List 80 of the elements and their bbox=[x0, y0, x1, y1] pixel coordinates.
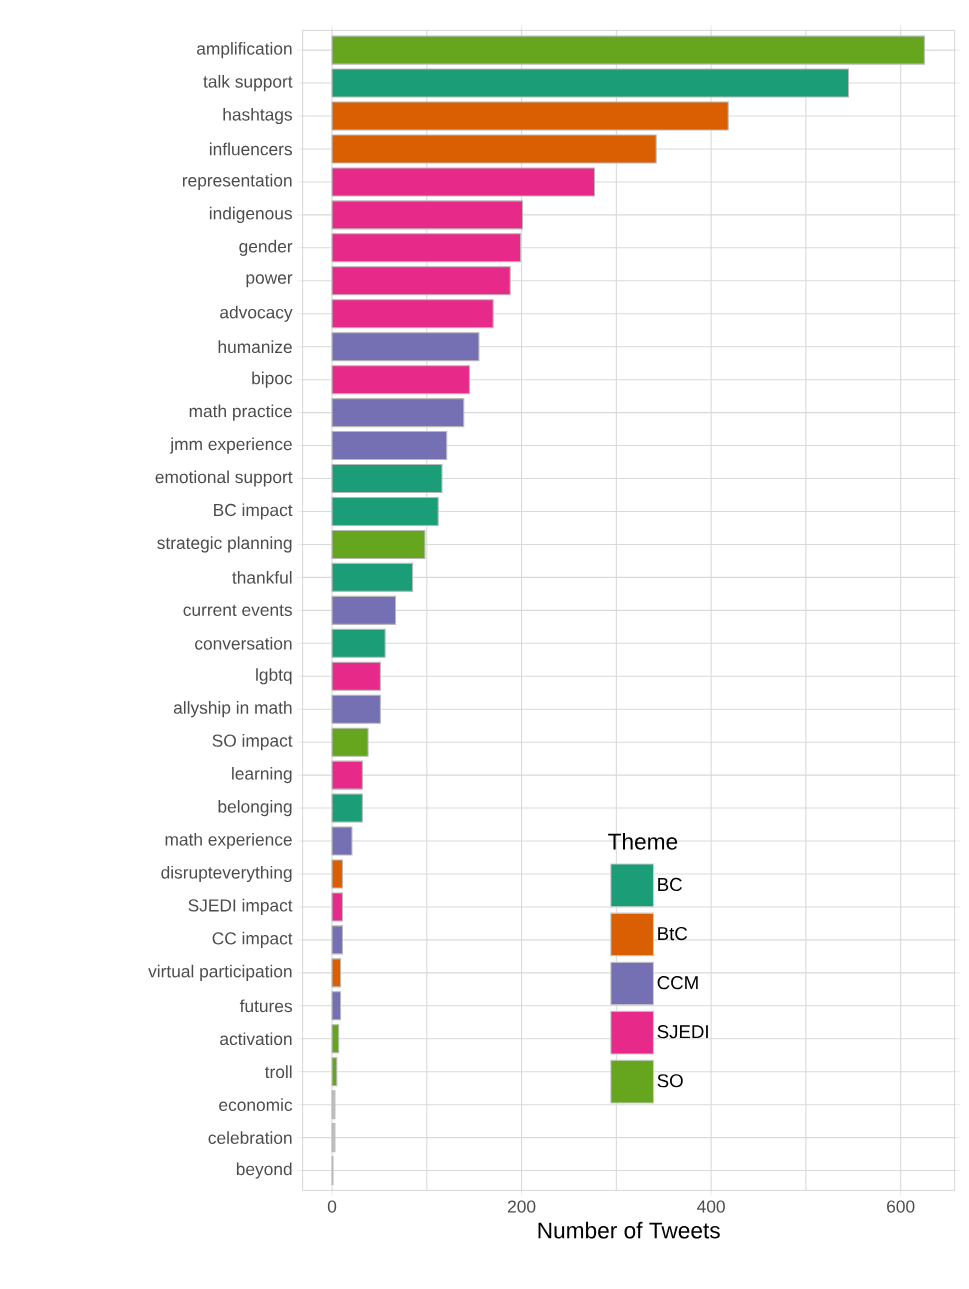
bar bbox=[331, 332, 480, 362]
bar bbox=[331, 233, 522, 263]
bar bbox=[331, 1024, 340, 1054]
y-tick-label: activation bbox=[220, 1032, 292, 1046]
legend-label: CCM bbox=[657, 976, 698, 990]
y-tick-label: BC impact bbox=[214, 503, 293, 520]
y-tick-label: disrupteverything bbox=[161, 865, 292, 883]
legend-label: SO bbox=[657, 1074, 683, 1088]
bar bbox=[331, 463, 443, 494]
y-tick-label: SJEDI impact bbox=[188, 898, 293, 916]
y-tick-label: hashtags bbox=[223, 107, 292, 125]
x-tick-label: 200 bbox=[508, 1200, 536, 1213]
bar bbox=[331, 628, 386, 658]
bar bbox=[331, 529, 426, 559]
x-tick-label: 600 bbox=[887, 1200, 915, 1213]
bar bbox=[331, 892, 344, 922]
y-tick-label: allyship in math bbox=[173, 701, 292, 718]
legend-label: BtC bbox=[658, 926, 688, 941]
y-tick-label: advocacy bbox=[220, 305, 293, 322]
bar bbox=[331, 431, 448, 461]
y-tick-label: representation bbox=[182, 173, 292, 191]
y-tick-label: belonging bbox=[218, 799, 292, 817]
y-tick-label: lgbtq bbox=[256, 668, 292, 685]
y-tick-label: strategic planning bbox=[157, 536, 292, 553]
bar bbox=[331, 991, 342, 1021]
y-tick-label: math practice bbox=[189, 404, 292, 421]
bar bbox=[331, 760, 363, 790]
bar bbox=[331, 826, 353, 856]
bar bbox=[331, 496, 439, 527]
bar bbox=[331, 68, 850, 98]
bar bbox=[331, 1090, 336, 1120]
legend-label: BC bbox=[658, 877, 682, 892]
bar bbox=[331, 101, 729, 131]
y-tick-label: math experience bbox=[165, 832, 292, 850]
bar bbox=[331, 365, 470, 395]
y-tick-label: troll bbox=[264, 1065, 292, 1079]
y-tick-label: virtual participation bbox=[148, 964, 292, 981]
y-tick-label: learning bbox=[232, 767, 292, 784]
x-tick-label: 0 bbox=[327, 1200, 337, 1213]
y-tick-label: power bbox=[246, 274, 293, 288]
bar bbox=[331, 793, 363, 823]
bar bbox=[331, 958, 342, 988]
bar bbox=[331, 661, 381, 691]
legend-title: Theme bbox=[608, 833, 678, 850]
bar bbox=[331, 167, 596, 197]
bar bbox=[331, 1123, 336, 1153]
x-tick-label: 400 bbox=[697, 1200, 725, 1213]
y-tick-label: gender bbox=[239, 239, 293, 256]
bar bbox=[331, 266, 511, 296]
y-tick-label: amplification bbox=[197, 42, 292, 59]
bar bbox=[331, 694, 381, 724]
y-tick-label: economic bbox=[219, 1098, 293, 1112]
y-tick-label: futures bbox=[239, 999, 292, 1013]
y-tick-label: SO impact bbox=[212, 734, 293, 751]
legend-label: SJEDI bbox=[657, 1025, 708, 1039]
y-tick-label: emotional support bbox=[155, 470, 293, 487]
y-tick-label: humanize bbox=[218, 340, 292, 354]
bar bbox=[331, 595, 397, 625]
bar bbox=[331, 1057, 338, 1087]
bar bbox=[331, 925, 344, 955]
y-tick-label: bipoc bbox=[252, 371, 293, 388]
y-tick-label: celebration bbox=[208, 1131, 292, 1144]
y-tick-label: CC impact bbox=[212, 931, 293, 948]
bar bbox=[331, 35, 925, 65]
bar bbox=[331, 398, 465, 428]
y-tick-label: thankful bbox=[232, 571, 292, 584]
bar bbox=[331, 859, 344, 889]
y-tick-label: current events bbox=[183, 604, 292, 617]
x-axis-title: Number of Tweets bbox=[538, 1221, 720, 1239]
bar bbox=[331, 562, 414, 592]
y-tick-label: talk support bbox=[203, 74, 293, 92]
bar bbox=[331, 299, 494, 329]
y-tick-label: conversation bbox=[195, 636, 292, 650]
y-tick-label: influencers bbox=[209, 142, 292, 156]
y-tick-label: indigenous bbox=[209, 206, 292, 223]
y-tick-label: beyond bbox=[236, 1162, 292, 1179]
bar bbox=[331, 134, 657, 164]
bar bbox=[331, 727, 369, 757]
bar bbox=[331, 200, 524, 230]
y-tick-label: jmm experience bbox=[169, 437, 292, 454]
